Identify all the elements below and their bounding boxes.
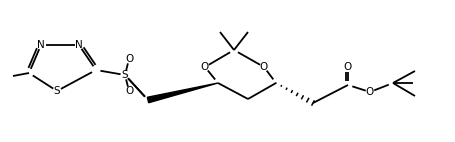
Text: O: O xyxy=(201,62,209,72)
Text: O: O xyxy=(365,87,373,97)
Text: S: S xyxy=(121,70,128,80)
Text: O: O xyxy=(125,54,133,64)
Text: N: N xyxy=(37,40,45,50)
Polygon shape xyxy=(147,83,217,103)
Text: N: N xyxy=(75,40,83,50)
Text: O: O xyxy=(125,86,133,96)
Text: O: O xyxy=(343,62,351,72)
Text: O: O xyxy=(259,62,268,72)
Text: S: S xyxy=(54,86,60,96)
